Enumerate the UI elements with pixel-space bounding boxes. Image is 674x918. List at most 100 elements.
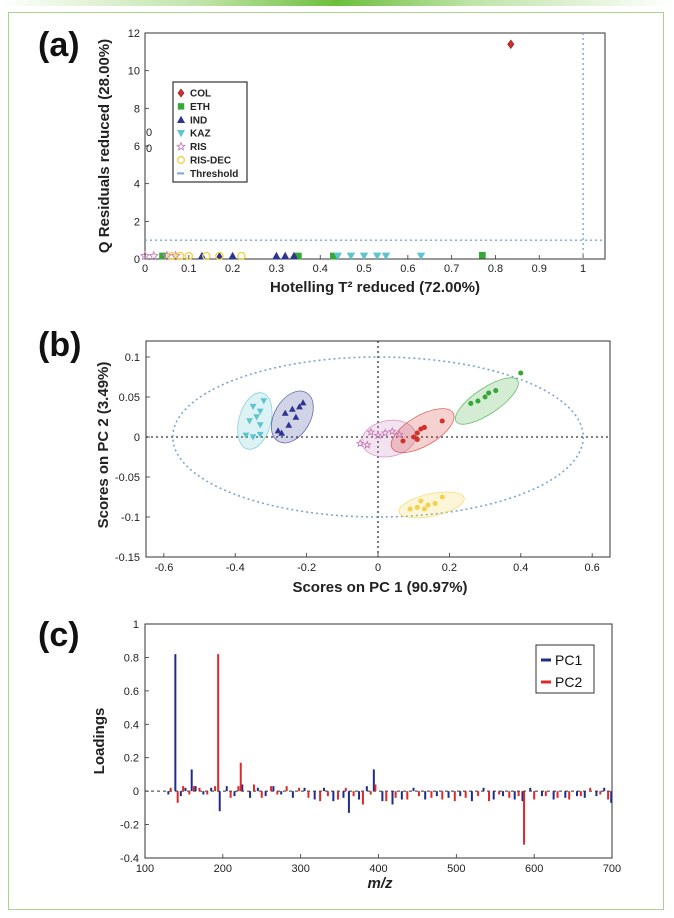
- score-point-kaz: [242, 432, 250, 439]
- x-tick-label-c: 700: [603, 863, 621, 875]
- y-axis-title-c: Loadings: [91, 708, 108, 775]
- chart-b: -0.6 -0.4 -0.2 0 0.2 0.4 0.6 -0.15 -0.1 -0.05 0 0.0…: [95, 340, 611, 596]
- score-point-ind: [285, 421, 293, 428]
- y-axis-title-a: Q Residuals reduced (28.00%): [96, 39, 113, 253]
- y-tick-label-a: 8: [134, 103, 140, 115]
- score-point-eth: [475, 398, 481, 404]
- score-point-col: [414, 436, 420, 442]
- score-point-ris: [355, 438, 365, 448]
- score-point-kaz: [260, 398, 268, 405]
- point-kaz: [416, 252, 426, 261]
- score-point-ris: [395, 430, 404, 439]
- y-tick-label-b: -0.1: [121, 512, 140, 524]
- x-tick-label-b: -0.2: [297, 562, 316, 574]
- point-eth: [159, 252, 166, 260]
- legend-label-pc2: PC2: [555, 674, 582, 690]
- x-tick-label-b: 0.6: [585, 562, 600, 574]
- point-eth: [330, 252, 337, 260]
- score-point-ris-dec: [421, 506, 427, 512]
- point-ris: [139, 250, 151, 261]
- x-tick-label-b: 0.2: [442, 562, 457, 574]
- x-tick-label-b: -0.4: [226, 562, 245, 574]
- x-tick-label-b: 0: [375, 562, 381, 574]
- y-tick-label-b: -0.15: [115, 552, 140, 564]
- confidence-ellipse: [171, 356, 585, 518]
- score-point-kaz: [249, 434, 257, 441]
- score-point-eth: [486, 390, 492, 396]
- figure-frame: [8, 12, 664, 910]
- score-point-ind: [278, 429, 286, 436]
- legend-swatch-kaz: [177, 130, 185, 138]
- point-col: [507, 39, 515, 49]
- legend-swatch-ris-dec: [176, 155, 186, 165]
- x-tick-label-c: 200: [214, 863, 232, 875]
- point-ris-dec: [175, 251, 185, 261]
- stray-label-2: 0: [146, 143, 152, 155]
- legend-swatch-ind: [177, 115, 185, 123]
- score-point-kaz: [256, 408, 264, 415]
- y-tick-label-b: -0.05: [115, 472, 140, 484]
- score-point-eth: [518, 370, 524, 376]
- x-tick-label-a: 0.8: [488, 263, 503, 275]
- chart-c: 100 200 300 400 500 600 700 -0.4 -0.2 0 0.2 0.4 0.6 0…: [91, 619, 621, 892]
- score-point-ris-dec: [439, 494, 445, 500]
- point-kaz: [381, 252, 391, 261]
- x-tick-label-a: 0.5: [356, 263, 371, 275]
- group-ellipse-ris-dec: [398, 491, 465, 519]
- score-point-kaz: [256, 431, 264, 438]
- panel-label-a: (a): [38, 26, 80, 64]
- x-tick-label-a: 0.6: [400, 263, 415, 275]
- score-point-eth: [493, 388, 499, 394]
- x-tick-label-a: 0: [142, 263, 148, 275]
- score-point-ris: [373, 430, 383, 440]
- x-tick-label-b: 0.4: [513, 562, 528, 574]
- legend-a: COL ETH IND KAZ RIS RIS-DEC Threshold: [172, 81, 248, 183]
- score-point-ind: [274, 427, 282, 434]
- point-ris-dec: [237, 251, 246, 261]
- point-ind: [197, 251, 207, 260]
- y-tick-label-a: 10: [128, 66, 140, 78]
- panel-label-c: (c): [38, 616, 80, 654]
- score-point-ris-dec: [414, 504, 420, 510]
- point-ind: [280, 251, 290, 260]
- legend-box-a: [172, 81, 248, 183]
- x-axis-title-c: m/z: [367, 875, 393, 892]
- score-point-col: [439, 418, 445, 424]
- legend-label-kaz: KAZ: [190, 129, 211, 140]
- score-point-kaz: [249, 403, 257, 410]
- point-kaz: [359, 252, 369, 261]
- y-tick-label-c: 0.2: [124, 753, 139, 765]
- score-point-eth: [468, 400, 474, 406]
- x-tick-label-a: 0.7: [444, 263, 459, 275]
- score-point-ind: [299, 399, 307, 406]
- legend-label-col: COL: [190, 89, 211, 100]
- point-ind: [272, 251, 281, 260]
- score-point-ind: [288, 405, 296, 412]
- point-ris-dec: [184, 251, 194, 261]
- score-point-ris-dec: [425, 502, 431, 508]
- point-ris-dec: [167, 251, 176, 261]
- y-tick-label-b: 0.1: [125, 352, 140, 364]
- x-tick-label-c: 400: [369, 863, 387, 875]
- y-tick-label-c: 0: [133, 786, 139, 798]
- y-tick-label-c: 0.8: [124, 652, 139, 664]
- y-tick-label-c: -0.4: [120, 853, 139, 865]
- score-point-kaz: [253, 414, 261, 421]
- score-point-ind: [281, 409, 289, 416]
- x-tick-label-a: 0.3: [269, 263, 284, 275]
- point-kaz: [372, 252, 382, 261]
- x-tick-label-c: 100: [136, 863, 154, 875]
- x-tick-label-c: 300: [291, 863, 309, 875]
- point-ris-dec: [202, 251, 211, 261]
- score-point-ind: [292, 413, 300, 420]
- legend-label-ind: IND: [190, 115, 207, 126]
- x-tick-label-a: 1: [580, 263, 586, 275]
- score-point-col: [400, 438, 406, 444]
- score-point-kaz: [246, 418, 253, 425]
- panel-label-b: (b): [38, 326, 81, 364]
- legend-label-pc1: PC1: [555, 652, 582, 668]
- x-axis-title-a: Hotelling T² reduced (72.00%): [270, 279, 480, 296]
